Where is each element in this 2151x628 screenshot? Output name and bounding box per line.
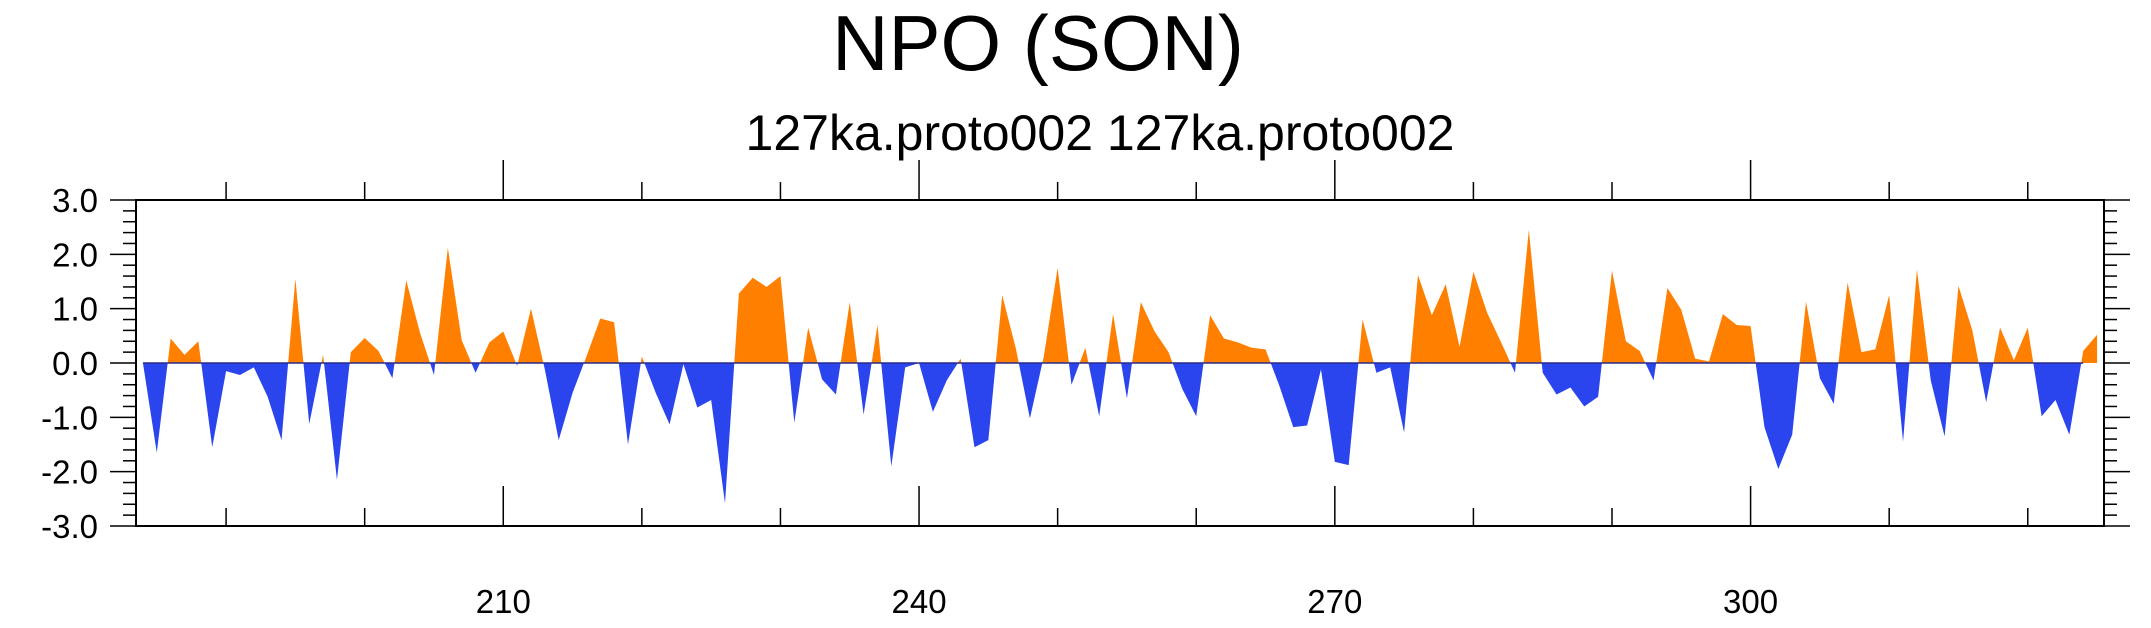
- y-tick-label: 1.0: [52, 291, 98, 328]
- chart-subtitle: 127ka.proto002 127ka.proto002: [745, 105, 1455, 161]
- y-tick-label: 2.0: [52, 236, 98, 273]
- chart-title: NPO (SON): [832, 0, 1244, 87]
- y-tick-label: -2.0: [41, 454, 98, 491]
- x-tick-label: 210: [476, 583, 531, 620]
- y-tick-label: -1.0: [41, 399, 98, 436]
- plot-frame: [135, 199, 2105, 527]
- fill-layer: [142, 229, 2098, 504]
- negative-anomaly-area: [142, 363, 2098, 504]
- label-layer: -3.0 -2.0 -1.0 0.0 1.0 2.0 3.0 210 240 270 300: [41, 182, 1778, 620]
- tick-layer: [110, 160, 2130, 527]
- positive-anomaly-area: [142, 229, 2098, 363]
- x-tick-label: 300: [1723, 583, 1778, 620]
- x-tick-label: 270: [1307, 583, 1362, 620]
- x-tick-label: 240: [892, 583, 947, 620]
- y-tick-label: 3.0: [52, 182, 98, 219]
- y-tick-label: 0.0: [52, 345, 98, 382]
- y-tick-label: -3.0: [41, 508, 98, 545]
